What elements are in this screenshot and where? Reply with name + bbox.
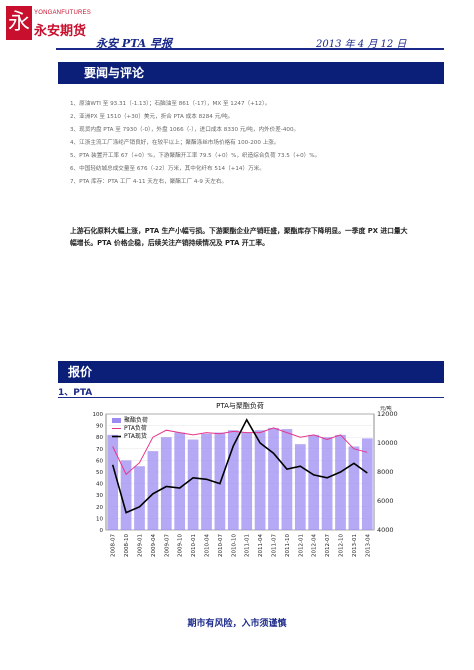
x-tick-label: 2009-07 [164,534,170,557]
pta-load-chart: PTA与聚酯负荷 0 10 20 30 40 50 60 70 80 90 100 4000 6000 80… [93,401,398,557]
y-left-tick-label: 30 [96,493,103,499]
x-tick-label: 2011-07 [272,534,278,557]
bar-聚酯负荷 [174,432,186,530]
report-date: 2013 年 4 月 12 日 [316,39,407,50]
x-tick-label: 2010-01 [191,534,197,557]
bar-聚酯负荷 [201,433,212,530]
bar-聚酯负荷 [294,444,306,530]
chart-title: PTA与聚酯负荷 [216,401,264,410]
x-tick-label: 2011-01 [245,534,251,557]
x-tick-label: 2009-04 [151,534,157,557]
bar-聚酯负荷 [308,434,320,530]
y-left-tick-label: 0 [100,528,104,534]
report-title: 永安 PTA 早报 [96,37,173,50]
bar-聚酯负荷 [254,430,266,530]
y-left-tick-label: 100 [93,412,104,418]
header-divider [56,48,444,50]
bar-聚酯负荷 [160,437,172,530]
y-right-axis-label: 元/吨 [380,405,392,412]
logo-mark: 永 [6,6,32,40]
legend-label: 聚酯负荷 [124,416,148,424]
x-tick-label: 2010-10 [231,534,237,557]
news-item: 2、亚洲PX 至 1510（+30）美元，折合 PTA 成本 8284 元/吨。 [70,114,234,120]
subtitle-divider [58,397,444,398]
bar-聚酯负荷 [321,437,333,530]
x-tick-label: 2008-07 [111,534,117,557]
legend-label: PTA负荷 [124,424,147,432]
y-left-tick-label: 70 [96,447,103,453]
news-item: 1、原油WTI 至 93.31（-1.13）；石脑油至 861（-17），MX … [70,101,271,107]
y-left-tick-label: 50 [96,470,103,476]
y-left-tick-label: 10 [96,516,103,522]
x-tick-label: 2012-07 [325,534,331,557]
line-PTA现货 [111,418,368,514]
x-tick-label: 2013-04 [365,534,371,557]
x-tick-label: 2008-10 [124,534,130,557]
y-left-tick-label: 20 [96,505,103,511]
commentary-summary: 上游石化原料大幅上涨，PTA 生产小幅亏损。下游聚酯企业产销旺盛，聚酯库存下降明… [70,227,408,247]
y-right-tick-label: 4000 [377,526,394,534]
news-item: 5、PTA 装置开工率 67（+0）%，下游聚酯开工率 79.5（+0）%，织造… [70,153,321,159]
bar-聚酯负荷 [227,430,239,530]
risk-disclaimer: 期市有风险，入市须谨慎 [187,619,287,629]
x-tick-label: 2009-01 [138,534,144,557]
y-left-tick-label: 40 [96,482,103,488]
bar-聚酯负荷 [134,466,145,530]
bar-聚酯负荷 [281,429,293,530]
bar-聚酯负荷 [335,434,346,530]
y-left-tick-label: 60 [96,458,103,464]
bar-聚酯负荷 [147,451,159,530]
y-right-tick-label: 12000 [377,410,398,418]
logo-english-name: YONGANFUTURES [34,10,91,16]
y-right-tick-label: 6000 [377,497,394,505]
y-right-tick-label: 10000 [377,439,398,447]
x-tick-label: 2009-10 [178,534,184,557]
x-tick-label: 2010-04 [205,534,211,557]
price-section-header: 报价 [58,361,444,383]
bar-聚酯负荷 [268,427,279,530]
bar-聚酯负荷 [241,432,253,530]
x-tick-label: 2013-01 [352,534,358,557]
bar-聚酯负荷 [348,446,360,530]
pta-subtitle: 1、PTA [58,388,93,398]
x-tick-label: 2012-04 [312,534,318,557]
x-tick-label: 2012-01 [298,534,304,557]
legend-label: PTA现货 [124,432,147,440]
x-tick-label: 2012-10 [339,534,345,557]
news-item: 7、PTA 库存：PTA 工厂 4-11 天左右，聚酯工厂 4-9 天左右。 [70,179,228,185]
news-item: 3、现货内盘 PTA 至 7930（-0），外盘 1066（-），进口成本 83… [70,127,300,133]
news-list: 1、原油WTI 至 93.31（-1.13）；石脑油至 861（-17），MX … [70,98,450,189]
legend-swatch [112,418,121,423]
news-item: 4、江浙主流工厂涤纶产销良好，在较平以上；聚酯涤丝市场价格有 100-200 上… [70,140,280,146]
x-tick-label: 2010-07 [218,534,224,557]
y-right-tick-label: 8000 [377,468,394,476]
news-section-header: 要闻与评论 [58,62,444,84]
bar-聚酯负荷 [120,460,132,530]
bar-聚酯负荷 [107,434,119,530]
y-left-tick-label: 90 [96,424,103,430]
company-logo: 永 YONGANFUTURES 永安期货 [6,6,91,46]
x-tick-label: 2011-04 [258,534,264,557]
bar-聚酯负荷 [361,438,373,530]
y-left-tick-label: 80 [96,435,103,441]
logo-chinese-name: 永安期货 [34,24,87,39]
x-tick-label: 2011-10 [285,534,291,557]
bar-聚酯负荷 [187,439,199,530]
news-item: 6、中国轻纺城总成交量至 676（-22）万米，其中化纤布 514（+14）万米… [70,166,265,172]
